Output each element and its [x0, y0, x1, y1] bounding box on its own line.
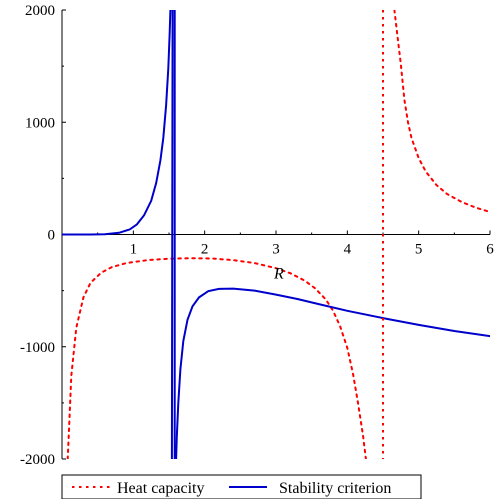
ticks: 1 2 3 4 5 6 2000 1000 0 -1000 -2000 — [20, 3, 494, 468]
legend-label: Stability criterion — [279, 480, 391, 497]
x-tick-label: 2 — [201, 242, 209, 258]
y-tick-label: 1000 — [25, 115, 55, 131]
plot-area — [62, 10, 490, 459]
legend-label: Heat capacity — [117, 480, 205, 497]
x-tick-label: 1 — [130, 242, 138, 258]
series-heat-capacity-segment-2 — [393, 10, 490, 213]
series-stability-criterion-segment-4 — [175, 287, 490, 459]
y-tick-label: -1000 — [20, 340, 55, 356]
x-tick-label: 6 — [486, 242, 494, 258]
y-tick-label: 2000 — [25, 3, 55, 19]
y-tick-label: 0 — [48, 228, 56, 244]
x-tick-label: 5 — [415, 242, 423, 258]
x-tick-label: 3 — [272, 242, 280, 258]
series-stability-criterion-segment-2 — [170, 10, 174, 459]
y-tick-label: -2000 — [20, 452, 55, 468]
series-stability-criterion-segment-1 — [62, 10, 172, 236]
legend: Heat capacity Stability criterion — [61, 474, 422, 499]
x-axis-label: R — [273, 266, 284, 283]
x-tick-label: 4 — [344, 242, 352, 258]
series-heat-capacity-segment-1 — [66, 257, 367, 459]
